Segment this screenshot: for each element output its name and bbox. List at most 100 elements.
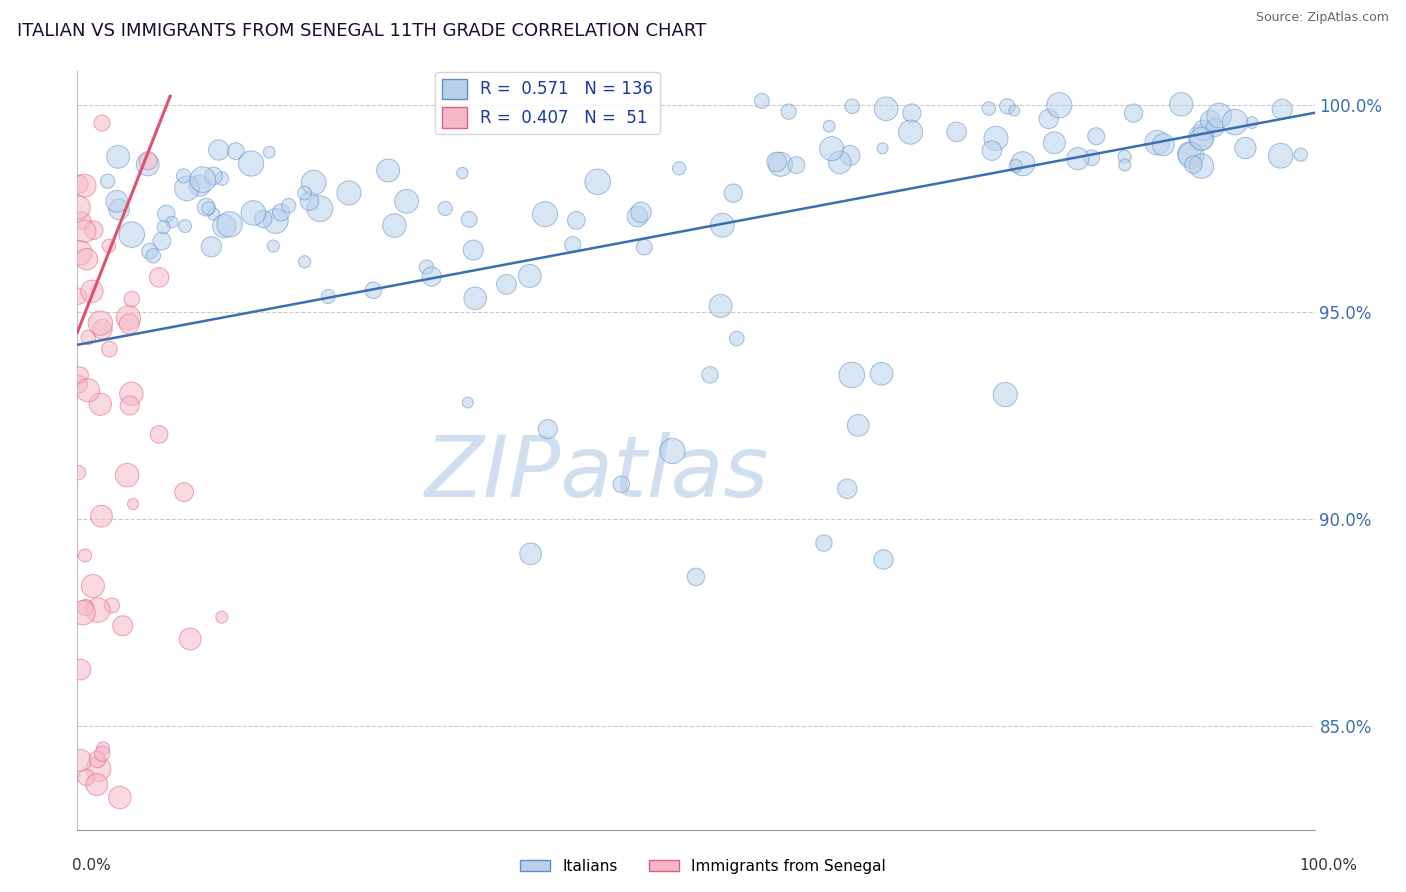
Point xyxy=(1182,158,1205,172)
Point xyxy=(202,169,225,183)
Point xyxy=(118,399,141,413)
Point xyxy=(846,418,869,433)
Point xyxy=(723,186,745,201)
Point xyxy=(565,213,588,227)
Point xyxy=(995,99,1018,113)
Point xyxy=(176,181,198,195)
Legend: Italians, Immigrants from Senegal: Italians, Immigrants from Senegal xyxy=(513,853,893,880)
Point xyxy=(872,141,894,155)
Point xyxy=(173,169,195,183)
Point xyxy=(86,778,108,792)
Point xyxy=(82,579,104,593)
Point xyxy=(415,260,437,274)
Point xyxy=(197,201,219,215)
Point xyxy=(434,202,457,216)
Point xyxy=(270,205,292,219)
Point xyxy=(242,206,264,220)
Point xyxy=(534,207,557,221)
Text: Source: ZipAtlas.com: Source: ZipAtlas.com xyxy=(1256,11,1389,24)
Text: ZIPatlas: ZIPatlas xyxy=(425,432,769,515)
Point xyxy=(89,316,111,330)
Point xyxy=(519,268,541,283)
Point xyxy=(218,217,240,231)
Point xyxy=(120,386,142,401)
Point xyxy=(1199,113,1222,128)
Point xyxy=(108,790,131,805)
Point xyxy=(150,234,173,248)
Point xyxy=(984,131,1007,145)
Text: 0.0%: 0.0% xyxy=(72,858,111,872)
Point xyxy=(160,215,183,229)
Point xyxy=(152,220,174,235)
Point xyxy=(872,552,894,566)
Point xyxy=(1271,102,1294,116)
Point xyxy=(1180,148,1202,162)
Point xyxy=(91,741,114,756)
Point xyxy=(277,198,299,212)
Point xyxy=(495,277,517,292)
Point xyxy=(136,153,159,168)
Point xyxy=(384,219,406,233)
Point xyxy=(458,212,481,227)
Point xyxy=(610,477,633,491)
Point xyxy=(97,174,120,188)
Point xyxy=(875,102,897,116)
Point xyxy=(818,120,841,134)
Point xyxy=(769,157,792,171)
Point xyxy=(309,202,332,216)
Point xyxy=(148,427,170,442)
Point xyxy=(1081,151,1104,165)
Point xyxy=(1114,150,1136,164)
Point xyxy=(107,150,129,164)
Point xyxy=(1191,132,1213,146)
Point xyxy=(699,368,721,382)
Point xyxy=(1204,120,1226,135)
Point xyxy=(1270,149,1292,163)
Point xyxy=(69,754,91,768)
Point xyxy=(900,125,922,139)
Point xyxy=(69,663,91,677)
Point xyxy=(87,762,110,776)
Point xyxy=(262,239,284,253)
Point xyxy=(118,317,141,331)
Point xyxy=(200,240,222,254)
Point xyxy=(211,171,233,186)
Point xyxy=(294,186,316,201)
Point xyxy=(1178,146,1201,161)
Point xyxy=(89,397,111,411)
Point xyxy=(208,143,231,157)
Point xyxy=(87,603,110,617)
Point xyxy=(1223,115,1246,129)
Point xyxy=(173,485,195,500)
Point xyxy=(108,202,131,217)
Point xyxy=(136,157,159,171)
Point xyxy=(225,144,247,158)
Point xyxy=(463,243,485,257)
Point xyxy=(464,291,486,305)
Text: ITALIAN VS IMMIGRANTS FROM SENEGAL 11TH GRADE CORRELATION CHART: ITALIAN VS IMMIGRANTS FROM SENEGAL 11TH … xyxy=(17,22,706,40)
Point xyxy=(1067,152,1090,166)
Point xyxy=(316,289,339,303)
Point xyxy=(363,284,385,298)
Point xyxy=(377,163,399,178)
Point xyxy=(870,367,893,381)
Point xyxy=(841,99,863,113)
Point xyxy=(91,747,114,761)
Point xyxy=(751,94,773,108)
Point xyxy=(91,322,114,336)
Point xyxy=(837,482,859,496)
Point xyxy=(519,547,541,561)
Point xyxy=(73,178,96,193)
Point xyxy=(778,104,800,119)
Point xyxy=(91,116,114,130)
Point xyxy=(211,610,233,624)
Point xyxy=(257,145,280,160)
Point xyxy=(86,752,108,766)
Point xyxy=(977,102,1000,116)
Point xyxy=(67,289,90,303)
Point xyxy=(1114,158,1136,172)
Point xyxy=(80,285,103,299)
Point xyxy=(537,422,560,436)
Point xyxy=(1152,137,1174,152)
Point xyxy=(115,468,138,483)
